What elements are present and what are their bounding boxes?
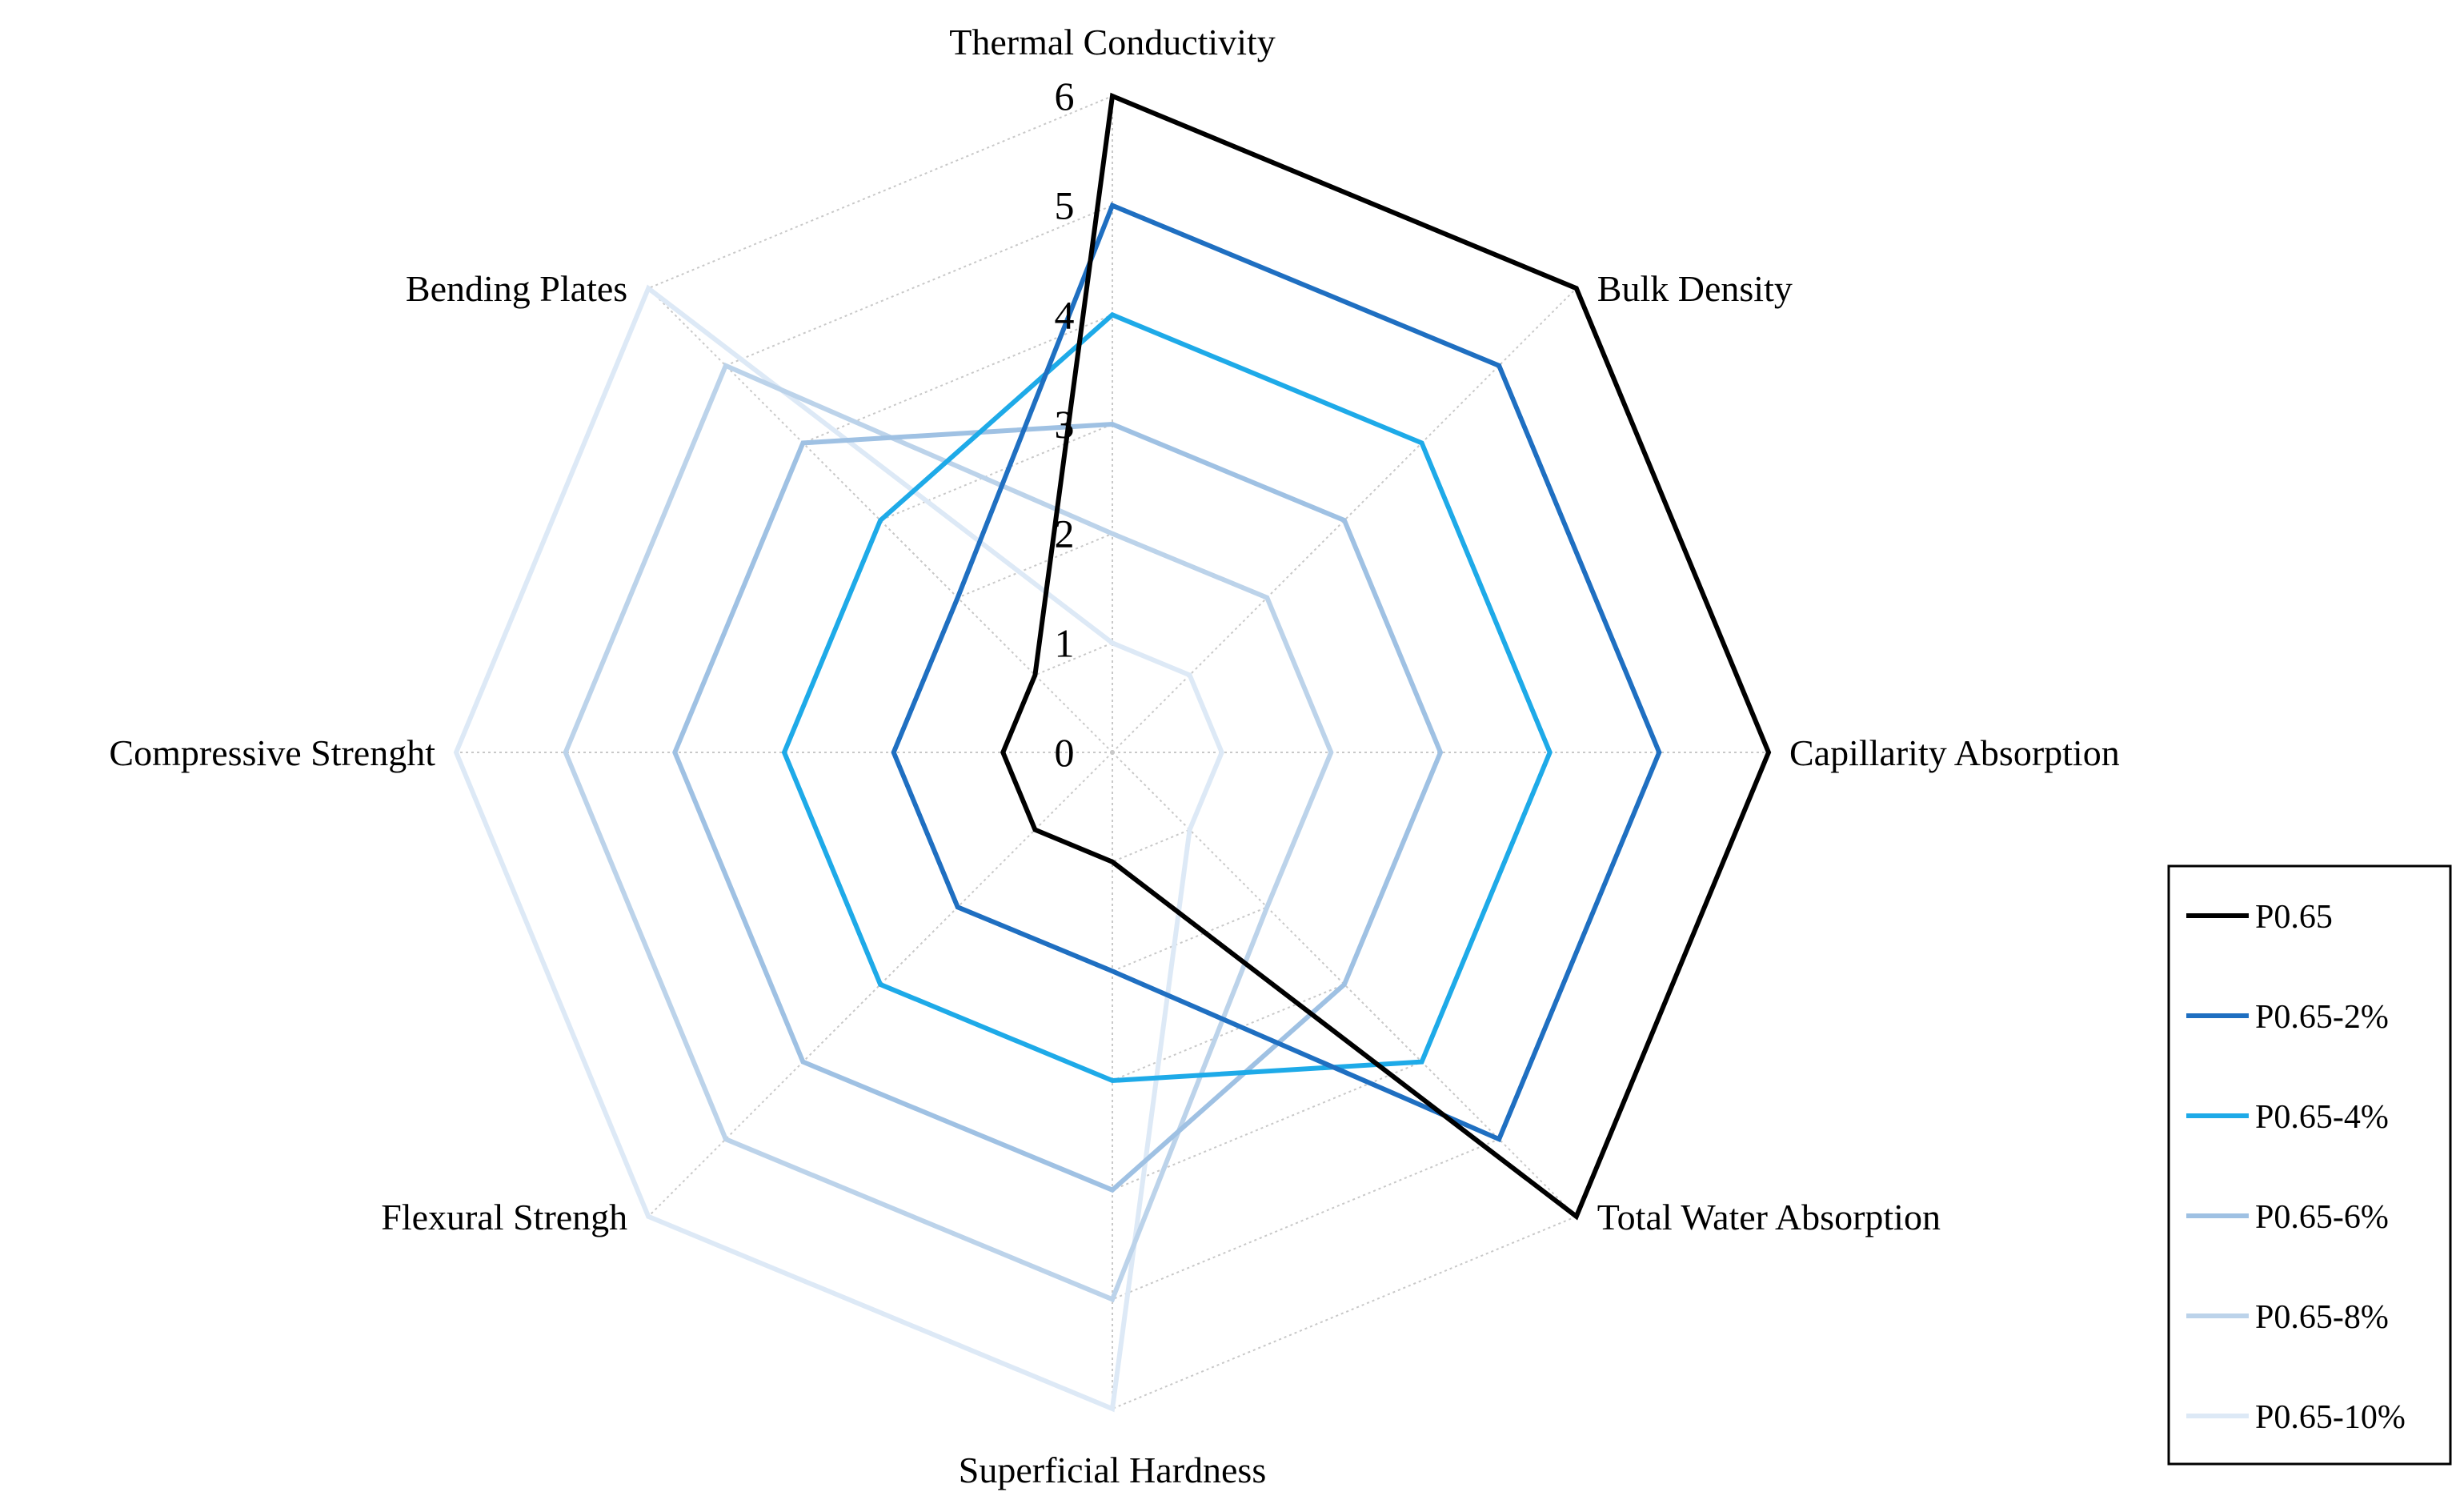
legend-label-6: P0.65-10% [2255, 1399, 2406, 1436]
series-layer [453, 92, 1772, 1413]
axis-label-5: Superficial Hardness [959, 1450, 1267, 1490]
tick-label-6: 6 [1055, 74, 1075, 118]
series-line-1 [1000, 92, 1772, 1221]
axis-label-3: Capillarity Absorption [1789, 732, 2120, 773]
tick-label-0: 0 [1055, 730, 1075, 775]
tick-labels: 0 1 2 3 4 5 6 [1055, 74, 1075, 775]
axis-label-6: Flexural Strengh [381, 1197, 627, 1237]
tick-label-2: 2 [1055, 511, 1075, 556]
series-line-5 [563, 362, 1334, 1303]
series-line-4 [672, 421, 1444, 1193]
legend: P0.65 P0.65-2% P0.65-4% P0.65-6% P0.65-8% P0.… [2167, 864, 2452, 1466]
tick-label-4: 4 [1055, 292, 1075, 337]
series-line-6 [453, 284, 1224, 1413]
axis-label-2: Bulk Density [1597, 268, 1793, 309]
legend-label-3: P0.65-4% [2255, 1099, 2389, 1136]
axis-labels: Thermal Conductivity Bulk Density Capillar… [109, 22, 2119, 1490]
axis-label-1: Thermal Conductivity [949, 22, 1276, 62]
legend-label-2: P0.65-2% [2255, 999, 2389, 1036]
tick-label-1: 1 [1055, 620, 1075, 665]
legend-label-4: P0.65-6% [2255, 1199, 2389, 1236]
legend-box [2167, 864, 2452, 1466]
legend-label-1: P0.65 [2255, 899, 2333, 936]
axis-label-7: Compressive Strenght [109, 732, 435, 773]
legend-label-5: P0.65-8% [2255, 1299, 2389, 1336]
tick-label-5: 5 [1055, 183, 1075, 228]
axis-label-8: Bending Plates [406, 268, 627, 309]
tick-label-3: 3 [1055, 402, 1075, 447]
series-line-2 [891, 202, 1662, 1143]
series-line-3 [781, 311, 1553, 1084]
axis-label-4: Total Water Absorption [1597, 1197, 1941, 1237]
